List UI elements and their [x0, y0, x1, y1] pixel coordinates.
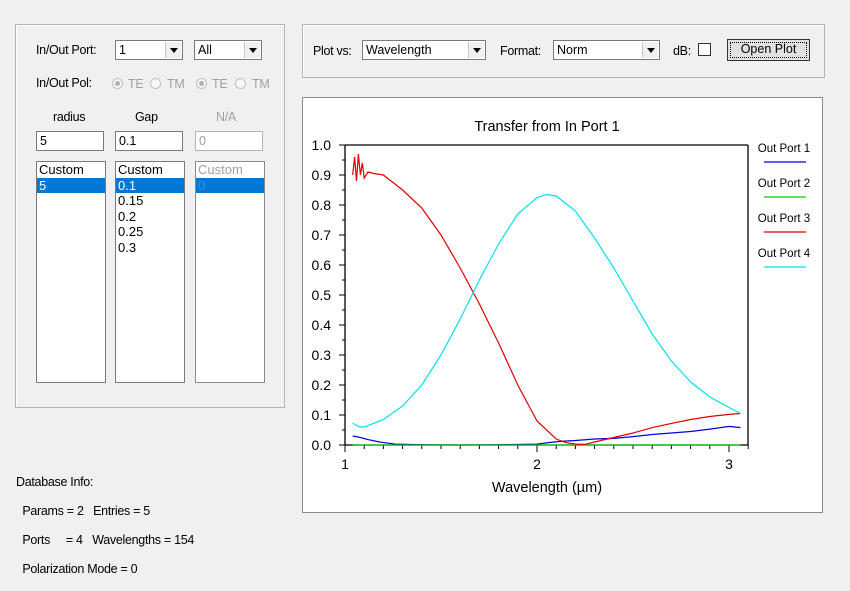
y-tick-label: 0.3: [312, 347, 332, 363]
database-info-line3: Polarization Mode = 0: [16, 561, 138, 576]
param-header-na: N/A: [216, 110, 236, 124]
y-tick-label: 0.8: [312, 197, 332, 213]
y-tick-label: 0.5: [312, 287, 332, 303]
list-item[interactable]: 5: [37, 177, 105, 193]
na-listbox[interactable]: Custom 0: [195, 161, 265, 383]
radius-listbox[interactable]: Custom 5: [36, 161, 106, 383]
format-value: Norm: [557, 43, 588, 57]
plot-vs-select[interactable]: Wavelength: [362, 40, 486, 60]
parameter-groupbox: [15, 24, 285, 408]
y-tick-label: 0.6: [312, 257, 332, 273]
list-item[interactable]: 0: [196, 177, 264, 193]
database-info-line2: Ports = 4 Wavelengths = 154: [16, 532, 195, 547]
param-header-gap: Gap: [135, 110, 158, 124]
out-pol-tm-label: TM: [252, 77, 270, 91]
pol-label: In/Out Pol:: [36, 76, 92, 90]
y-tick-label: 0.7: [312, 227, 332, 243]
radius-input[interactable]: 5: [36, 131, 104, 151]
gap-input[interactable]: 0.1: [115, 131, 183, 151]
list-item[interactable]: 0.25: [118, 224, 144, 239]
legend-label: Out Port 1: [758, 143, 810, 155]
chevron-down-icon[interactable]: [165, 42, 181, 58]
chart-title: Transfer from In Port 1: [474, 119, 619, 135]
transfer-chart: 0.0 0.1 0.2 0.3 0.4 0.5 0.6 0.7 0.8 0.9 1.0 1 2 3 Out…: [312, 119, 811, 496]
na-input[interactable]: 0: [195, 131, 263, 151]
series-line: [352, 153, 741, 446]
y-tick-label: 1.0: [312, 137, 332, 153]
out-port-select[interactable]: All: [194, 40, 262, 60]
plot-options-groupbox: [302, 24, 825, 78]
out-pol-tm-radio[interactable]: [235, 78, 246, 89]
in-port-value: 1: [119, 43, 126, 57]
in-pol-tm-label: TM: [167, 77, 185, 91]
plot-panel: 0.0 0.1 0.2 0.3 0.4 0.5 0.6 0.7 0.8 0.9 1.0 1 2 3 Out…: [302, 97, 823, 513]
out-port-value: All: [198, 43, 212, 57]
list-item[interactable]: Custom: [118, 162, 163, 177]
in-port-select[interactable]: 1: [115, 40, 183, 60]
x-tick-label: 2: [533, 456, 541, 472]
out-pol-te-label: TE: [212, 77, 228, 91]
in-pol-te-radio[interactable]: [112, 78, 123, 89]
y-tick-label: 0.2: [312, 377, 332, 393]
format-label: Format:: [500, 44, 541, 58]
format-select[interactable]: Norm: [553, 40, 660, 60]
database-info: Database Info: Params = 2 Entries = 5 Po…: [16, 460, 194, 591]
list-item[interactable]: Custom: [39, 162, 84, 177]
x-tick-label: 3: [725, 456, 733, 472]
x-axis-label: Wavelength (µm): [492, 480, 602, 496]
database-info-line1: Params = 2 Entries = 5: [16, 503, 150, 518]
y-tick-label: 0.4: [312, 317, 332, 333]
gap-listbox[interactable]: Custom 0.1 0.15 0.2 0.25 0.3: [115, 161, 185, 383]
in-pol-te-label: TE: [128, 77, 144, 91]
chart-curves: [352, 153, 741, 446]
list-item[interactable]: 0.2: [118, 208, 137, 224]
list-item[interactable]: 0.3: [118, 239, 137, 255]
database-info-title: Database Info:: [16, 474, 94, 489]
y-tick-label: 0.9: [312, 167, 332, 183]
port-label: In/Out Port:: [36, 43, 97, 57]
plot-vs-value: Wavelength: [366, 43, 432, 57]
list-item[interactable]: Custom: [198, 162, 243, 177]
open-plot-button[interactable]: Open Plot: [727, 39, 810, 61]
chevron-down-icon[interactable]: [642, 42, 658, 58]
x-tick-label: 1: [341, 456, 349, 472]
out-pol-te-radio[interactable]: [196, 78, 207, 89]
y-tick-label: 0.1: [312, 407, 332, 423]
chart-legend: Out Port 1 Out Port 2 Out Port 3 Out Port 4: [758, 143, 811, 268]
series-line: [352, 193, 741, 428]
legend-label: Out Port 2: [758, 178, 810, 190]
in-pol-tm-radio[interactable]: [150, 78, 161, 89]
legend-label: Out Port 3: [758, 213, 810, 225]
db-checkbox[interactable]: [698, 43, 711, 56]
db-label: dB:: [673, 44, 691, 58]
chevron-down-icon[interactable]: [468, 42, 484, 58]
list-item[interactable]: 0.1: [116, 177, 184, 193]
open-plot-label: Open Plot: [740, 42, 797, 56]
focus-rect: [730, 42, 807, 58]
list-item[interactable]: 0.15: [118, 193, 144, 208]
series-line: [352, 425, 741, 446]
param-header-radius: radius: [53, 110, 86, 124]
legend-label: Out Port 4: [758, 248, 811, 260]
y-tick-label: 0.0: [312, 437, 332, 453]
chevron-down-icon[interactable]: [244, 42, 260, 58]
plot-vs-label: Plot vs:: [313, 44, 352, 58]
